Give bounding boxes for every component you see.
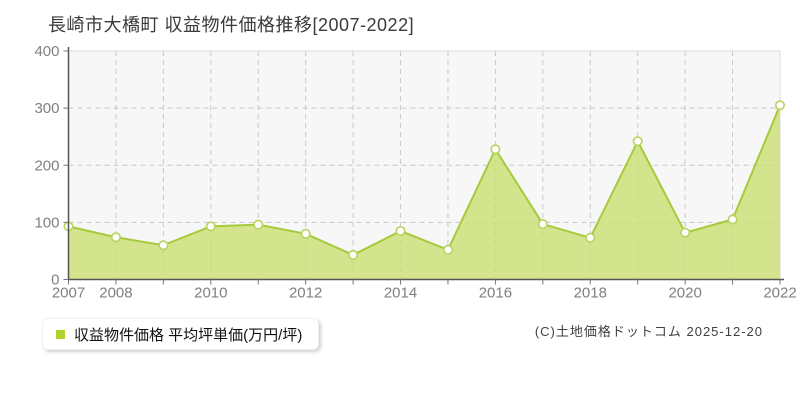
data-point: [774, 100, 785, 111]
trend-line: [68, 104, 781, 256]
data-point: [158, 240, 169, 251]
x-tick-label: 2008: [99, 285, 132, 302]
data-point: [110, 232, 121, 243]
data-point: [680, 227, 691, 238]
data-point: [253, 219, 264, 230]
data-point: [632, 136, 643, 147]
y-tick-label: 0: [51, 272, 59, 289]
x-tick-label: 2022: [763, 285, 796, 302]
legend-marker-square: [56, 329, 65, 339]
data-point: [727, 214, 738, 225]
area-fill: [68, 105, 780, 279]
legend-label: 収益物件価格 平均坪単価(万円/坪): [74, 326, 303, 344]
data-point: [395, 225, 406, 236]
chart-title: 長崎市大橋町 収益物件価格推移[2007-2022]: [48, 15, 415, 35]
copyright: (C)土地価格ドットコム 2025-12-20: [534, 324, 763, 339]
legend: 収益物件価格 平均坪単価(万円/坪): [42, 318, 320, 350]
data-point: [537, 219, 548, 230]
data-point: [490, 144, 501, 155]
y-tick-label: 400: [34, 43, 59, 60]
y-tick-label: 100: [34, 214, 59, 231]
x-tick-label: 2018: [574, 285, 607, 302]
price-trend-chart: 0 100 200 300 400 2007 2008 2010 2012 2014 2016 201…: [34, 43, 796, 302]
x-tick-label: 2020: [668, 285, 701, 302]
x-tick-label: 2012: [289, 285, 322, 302]
data-point: [205, 221, 216, 232]
data-point: [442, 244, 453, 255]
data-point: [585, 232, 596, 243]
data-point: [348, 249, 359, 260]
y-tick-label: 300: [34, 100, 59, 117]
x-tick-label: 2014: [384, 285, 417, 302]
x-tick-label: 2016: [479, 285, 512, 302]
data-point: [300, 228, 311, 239]
x-tick-label: 2007: [52, 285, 85, 302]
y-tick-label: 200: [34, 157, 59, 174]
x-tick-label: 2010: [194, 285, 227, 302]
